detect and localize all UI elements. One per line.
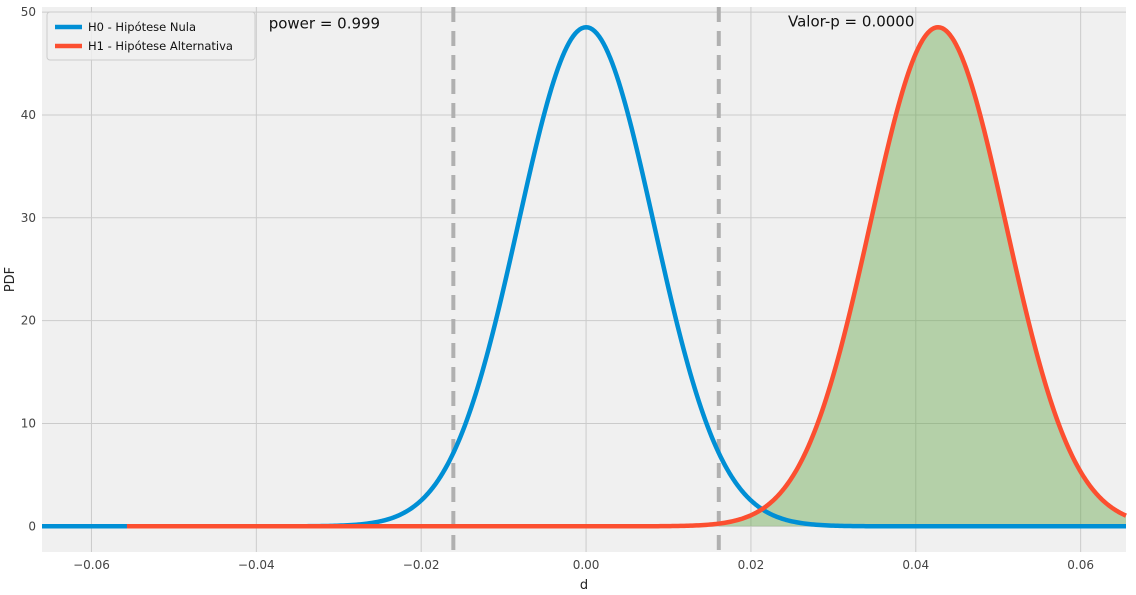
legend: H0 - Hipótese Nula H1 - Hipótese Alterna… bbox=[46, 11, 256, 61]
x-tick-label: −0.04 bbox=[238, 558, 275, 572]
x-axis-ticks: −0.06 −0.04 −0.02 0.00 0.02 0.04 0.06 bbox=[73, 558, 1094, 572]
legend-box bbox=[46, 11, 256, 61]
x-tick-label: 0.04 bbox=[902, 558, 929, 572]
critical-lines bbox=[451, 7, 721, 552]
y-axis-label: PDF bbox=[3, 267, 18, 292]
y-tick-label: 10 bbox=[21, 416, 36, 430]
legend-label-h1: H1 - Hipótese Alternativa bbox=[88, 39, 233, 53]
series-line-h1 bbox=[126, 24, 1127, 529]
x-tick-label: 0.02 bbox=[738, 558, 765, 572]
x-tick-label: 0.00 bbox=[573, 558, 600, 572]
plot-area bbox=[42, 7, 1126, 552]
y-tick-label: 20 bbox=[21, 314, 36, 328]
fill-layer bbox=[718, 27, 1126, 527]
power-fill-area bbox=[718, 27, 1126, 527]
x-tick-label: 0.06 bbox=[1067, 558, 1094, 572]
x-tick-label: −0.02 bbox=[403, 558, 440, 572]
y-tick-label: 30 bbox=[21, 211, 36, 225]
x-axis-label: d bbox=[580, 578, 588, 593]
series-layer bbox=[41, 24, 1127, 529]
power-annotation: power = 0.999 bbox=[269, 15, 380, 33]
legend-label-h0: H0 - Hipótese Nula bbox=[88, 20, 196, 34]
y-tick-label: 40 bbox=[21, 108, 36, 122]
x-tick-label: −0.06 bbox=[73, 558, 110, 572]
p-value-annotation: Valor-p = 0.0000 bbox=[788, 13, 914, 31]
y-axis-ticks: 0 10 20 30 40 50 bbox=[21, 5, 36, 533]
y-tick-label: 50 bbox=[21, 5, 36, 19]
y-tick-label: 0 bbox=[28, 519, 36, 533]
